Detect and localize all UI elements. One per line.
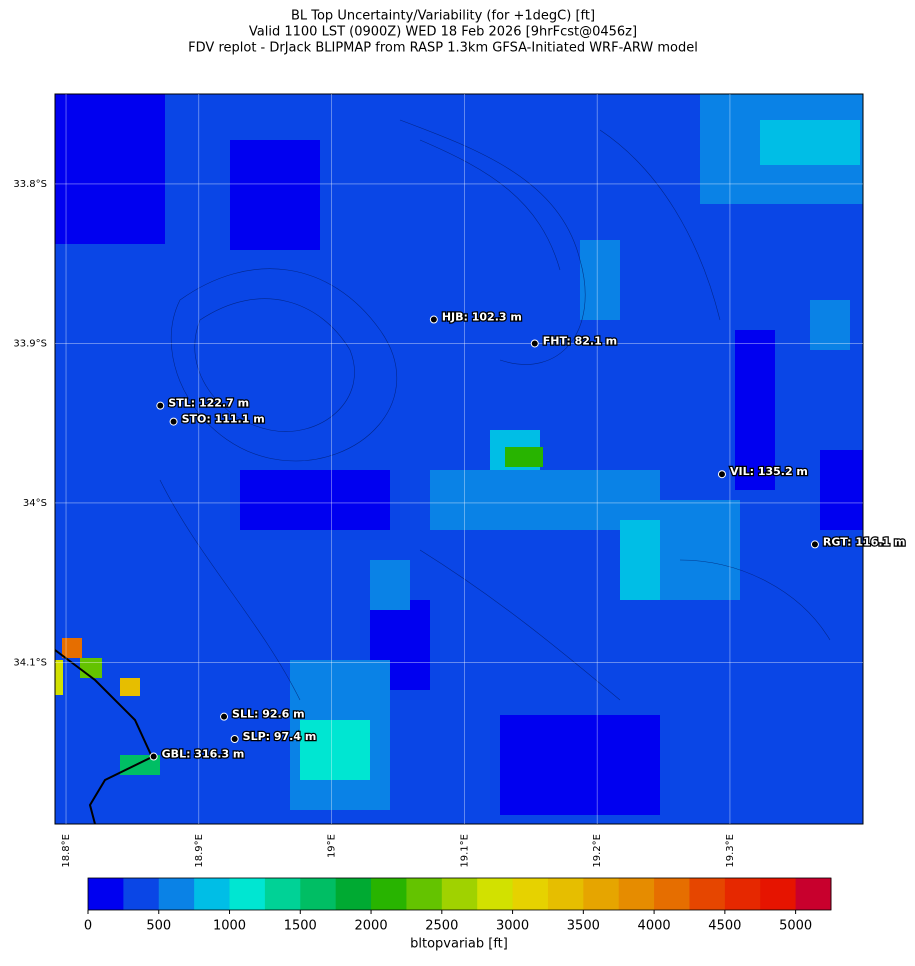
colorbar-tick-label: 2000 [355,919,388,934]
lon-label: 19°E [327,834,338,858]
station-marker [230,734,239,743]
colorbar-swatch [371,878,407,910]
station-marker [149,752,158,761]
colorbar-swatch [654,878,690,910]
station-label: STL: 122.7 m [168,397,249,410]
station-marker [717,470,726,479]
station-label: RGT: 116.1 m [823,535,906,548]
colorbar-tick-label: 4000 [638,919,671,934]
station-label: GBL: 316.3 m [162,748,245,761]
lat-label: 34°S [23,498,47,509]
lon-label: 19.1°E [459,834,470,868]
station-label: FHT: 82.1 m [543,334,617,347]
lat-label: 34.1°S [13,657,47,668]
station-marker [169,417,178,426]
colorbar-swatch [194,878,231,910]
colorbar-frame [87,877,832,911]
colorbar-tick-label: 1000 [213,919,246,934]
colorbar-label: bltopvariab [ft] [410,937,508,952]
station-marker [530,339,539,348]
colorbar-swatch [335,878,372,910]
colorbar-tick-label: 3000 [496,919,529,934]
colorbar-tick-label: 500 [146,919,171,934]
colorbar-swatch [547,878,584,910]
station-marker [810,540,819,549]
colorbar-swatch [583,878,620,910]
colorbar-tick-label: 1500 [284,919,317,934]
lon-label: 19.2°E [592,834,603,868]
colorbar-swatch [229,878,266,910]
colorbar-swatch [264,878,301,910]
colorbar-swatch [724,878,761,910]
colorbar-swatch [477,878,514,910]
station-label: HJB: 102.3 m [442,311,522,324]
station-marker [429,315,438,324]
colorbar-swatch [158,878,195,910]
colorbar-swatch [760,878,797,910]
colorbar-swatch [406,878,443,910]
station-label: SLL: 92.6 m [232,708,305,721]
station-label: STO: 111.1 m [182,413,265,426]
title: FDV replot - DrJack BLIPMAP from RASP 1.… [188,41,698,56]
colorbar-tick-label: 5000 [779,919,812,934]
colorbar-swatch [88,878,124,910]
map-background [54,93,864,825]
station-label: VIL: 135.2 m [730,465,808,478]
station-marker [156,401,165,410]
station-label: SLP: 97.4 m [243,730,317,743]
colorbar-swatch [689,878,726,910]
title: Valid 1100 LST (0900Z) WED 18 Feb 2026 [… [249,25,637,40]
lat-label: 33.8°S [13,179,47,190]
title: BL Top Uncertainty/Variability (for +1de… [291,9,595,24]
station-marker [220,712,229,721]
colorbar-swatch [618,878,655,910]
colorbar-tick-label: 2500 [425,919,458,934]
lon-label: 18.8°E [61,834,72,868]
colorbar-swatch [512,878,549,910]
colorbar-swatch [123,878,160,910]
colorbar-swatch [441,878,478,910]
lat-label: 33.9°S [13,338,47,349]
colorbar-swatch [300,878,337,910]
colorbar-tick-label: 4500 [708,919,741,934]
lon-label: 19.3°E [725,834,736,868]
colorbar-swatch [795,878,832,910]
colorbar-tick-label: 0 [84,919,92,934]
lon-label: 18.9°E [194,834,205,868]
colorbar-tick-label: 3500 [567,919,600,934]
